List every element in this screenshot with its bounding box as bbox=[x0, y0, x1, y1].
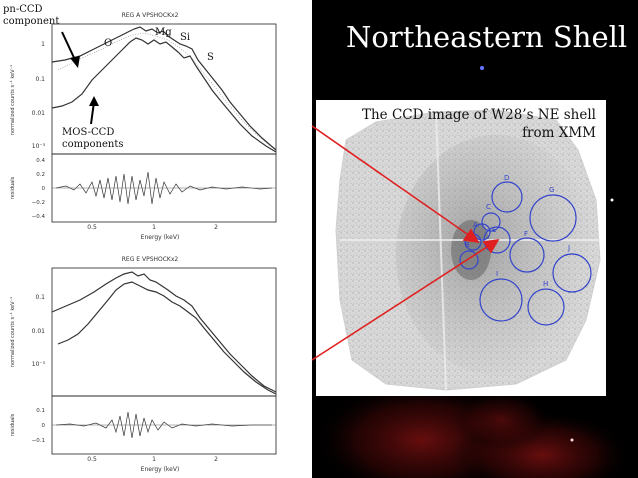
region-label-C: C bbox=[486, 203, 491, 211]
bottom-spectrum-title: REG E VPSHOCKx2 bbox=[122, 256, 179, 263]
top-res-ytick-3: 0 bbox=[42, 186, 46, 192]
mos-label-line1: MOS-CCD bbox=[62, 127, 115, 138]
top-spectrum-title: REG A VPSHOCKx2 bbox=[122, 12, 179, 19]
bottom-xtick-1: 0.5 bbox=[87, 456, 97, 463]
element-label-O: O bbox=[104, 38, 112, 49]
region-label-D: D bbox=[504, 174, 509, 182]
top-res-ytick-5: −0.4 bbox=[32, 214, 46, 220]
slide-title: Northeastern Shell bbox=[346, 20, 628, 54]
region-label-F: F bbox=[524, 230, 528, 238]
top-res-ytick-2: 0.2 bbox=[36, 172, 45, 178]
top-xtick-3: 2 bbox=[214, 224, 218, 231]
mos-ccd-label: MOS-CCD components bbox=[62, 127, 123, 151]
region-label-J: J bbox=[567, 244, 570, 252]
region-label-E: E bbox=[492, 226, 496, 234]
top-res-ytick-1: 0.4 bbox=[36, 158, 45, 164]
region-label-H: H bbox=[543, 280, 548, 288]
bottom-ytick-3: 10⁻³ bbox=[32, 361, 46, 368]
top-ytick-4: 10⁻³ bbox=[32, 143, 46, 150]
xmm-caption: The CCD image of W28’s NE shell from XMM bbox=[361, 107, 596, 141]
top-ytick-1: 1 bbox=[41, 41, 45, 48]
mos-arrow bbox=[89, 96, 99, 125]
region-label-G: G bbox=[549, 186, 554, 194]
pn-arrow bbox=[61, 31, 80, 68]
region-label-A: A bbox=[473, 221, 478, 229]
top-res-ylabel: residuals bbox=[10, 176, 16, 199]
bottom-res-ylabel: residuals bbox=[10, 413, 16, 436]
top-res-ytick-4: −0.2 bbox=[32, 200, 45, 206]
bottom-ylabel: normalized counts s⁻¹ keV⁻¹ bbox=[10, 297, 16, 367]
spectra-panel: REG A VPSHOCKx2 normalized counts s⁻¹ ke… bbox=[0, 0, 312, 478]
bottom-ytick-2: 0.01 bbox=[32, 328, 46, 335]
region-label-B: B bbox=[465, 241, 470, 249]
top-xtick-1: 0.5 bbox=[87, 224, 97, 231]
xmm-ccd-image: A B C D E F G H I J The CCD image of W28… bbox=[316, 100, 606, 396]
bottom-spectrum-plot: REG E VPSHOCKx2 normalized counts s⁻¹ ke… bbox=[10, 256, 277, 473]
element-label-S: S bbox=[207, 52, 214, 63]
pn-label-line2: component bbox=[3, 16, 60, 27]
pn-ccd-label: pn-CCD component bbox=[3, 4, 59, 28]
top-ylabel: normalized counts s⁻¹ keV⁻¹ bbox=[10, 65, 16, 135]
sky-svg bbox=[312, 66, 632, 478]
bottom-res-ytick-3: −0.1 bbox=[32, 438, 45, 444]
spectra-svg: REG A VPSHOCKx2 normalized counts s⁻¹ ke… bbox=[10, 12, 277, 473]
xmm-image-svg: A B C D E F G H I J bbox=[335, 109, 601, 391]
top-ytick-2: 0.1 bbox=[35, 76, 45, 83]
mos-label-line2: components bbox=[62, 139, 124, 150]
bottom-res-ytick-2: 0 bbox=[42, 423, 46, 429]
region-label-I: I bbox=[496, 270, 498, 278]
bottom-xlabel: Energy (keV) bbox=[141, 466, 180, 473]
bottom-xtick-3: 2 bbox=[214, 456, 218, 463]
top-xtick-2: 1 bbox=[152, 224, 156, 231]
top-xlabel: Energy (keV) bbox=[141, 234, 180, 241]
bottom-ytick-1: 0.1 bbox=[35, 294, 45, 301]
top-spectrum-plot: REG A VPSHOCKx2 normalized counts s⁻¹ ke… bbox=[10, 12, 277, 241]
bottom-xtick-2: 1 bbox=[152, 456, 156, 463]
region-circles bbox=[459, 181, 592, 326]
element-label-Si: Si bbox=[180, 32, 190, 43]
pn-label-line1: pn-CCD bbox=[3, 4, 43, 15]
element-label-Mg: Mg bbox=[155, 27, 172, 38]
bottom-res-ytick-1: 0.1 bbox=[36, 408, 45, 414]
top-ytick-3: 0.01 bbox=[32, 110, 46, 117]
